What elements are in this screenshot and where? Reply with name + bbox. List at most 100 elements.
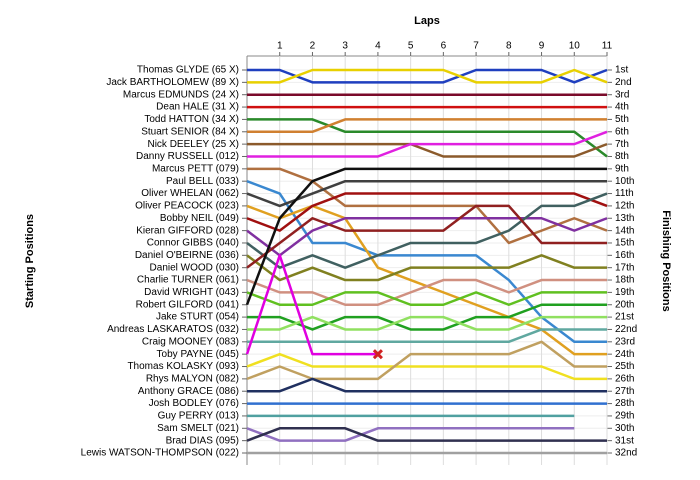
y2-tick-label: 4th bbox=[615, 102, 629, 113]
y2-tick-label: 18th bbox=[615, 275, 634, 286]
y2-tick-label: 28th bbox=[615, 398, 634, 409]
y2-tick-label: 10th bbox=[615, 176, 634, 187]
legend-label: Dean HALE (31 X) bbox=[156, 102, 239, 113]
driver-line bbox=[247, 118, 608, 158]
driver-line bbox=[246, 254, 607, 282]
legend-label: Stuart SENIOR (84 X) bbox=[141, 126, 239, 137]
x-tick-label: 1 bbox=[277, 41, 283, 52]
y2-tick-label: 12th bbox=[615, 201, 634, 212]
y2-tick-label: 1st bbox=[615, 65, 629, 76]
driver-line bbox=[246, 291, 607, 306]
driver-line bbox=[247, 328, 607, 344]
legend-label: Toby PAYNE (045) bbox=[157, 349, 239, 360]
y2-tick-label: 23rd bbox=[615, 336, 635, 347]
y2-tick-label: 32nd bbox=[615, 448, 637, 459]
driver-line bbox=[246, 352, 607, 381]
x-tick-label: 11 bbox=[602, 41, 613, 52]
y2-tick-label: 13th bbox=[615, 213, 634, 224]
y2-tick-label: 9th bbox=[615, 163, 629, 174]
y2-tick-label: 30th bbox=[615, 423, 634, 434]
driver-line bbox=[247, 142, 608, 158]
x-tick-label: 3 bbox=[342, 41, 348, 52]
y2-tick-label: 24th bbox=[615, 349, 634, 360]
legend-label: Lewis WATSON-THOMPSON (022) bbox=[81, 448, 239, 459]
legend-label: Oliver WHELAN (062) bbox=[141, 188, 239, 199]
legend-label: Charlie TURNER (061) bbox=[137, 275, 239, 286]
legend-label: Daniel WOOD (030) bbox=[150, 262, 239, 273]
legend-label: Jack BARTHOLOMEW (89 X) bbox=[106, 77, 239, 88]
y2-tick-label: 3rd bbox=[615, 89, 629, 100]
driver-line bbox=[246, 192, 608, 269]
legend-label: Oliver PEACOCK (023) bbox=[135, 201, 239, 212]
legend-label: Thomas KOLASKY (093) bbox=[127, 361, 239, 372]
x-tick-label: 5 bbox=[408, 41, 414, 52]
driver-line bbox=[246, 179, 607, 208]
driver-line bbox=[245, 254, 378, 356]
driver-line bbox=[245, 167, 607, 306]
y2-axis-label: Finishing Positions bbox=[660, 210, 672, 311]
legend-label: Todd HATTON (34 X) bbox=[144, 114, 239, 125]
chart-title: Laps bbox=[414, 15, 440, 27]
legend-label: Sam SMELT (021) bbox=[157, 423, 239, 434]
y2-tick-label: 7th bbox=[615, 139, 629, 150]
driver-line bbox=[247, 130, 608, 158]
y2-tick-label: 20th bbox=[615, 299, 634, 310]
y2-tick-label: 2nd bbox=[615, 77, 632, 88]
legend-label: Paul BELL (033) bbox=[166, 176, 239, 187]
legend-label: Connor GIBBS (040) bbox=[147, 238, 239, 249]
y2-tick-label: 22nd bbox=[615, 324, 637, 335]
legend-label: David WRIGHT (043) bbox=[144, 287, 239, 298]
legend-label: Daniel O'BEIRNE (036) bbox=[135, 250, 239, 261]
y2-tick-label: 6th bbox=[615, 126, 629, 137]
x-tick-label: 8 bbox=[506, 41, 512, 52]
y2-tick-label: 27th bbox=[615, 386, 634, 397]
legend-label: Thomas GLYDE (65 X) bbox=[137, 65, 239, 76]
y2-tick-label: 29th bbox=[615, 411, 634, 422]
driver-line bbox=[247, 68, 608, 84]
y2-tick-label: 25th bbox=[615, 361, 634, 372]
legend-label: Josh BODLEY (076) bbox=[149, 398, 239, 409]
driver-line bbox=[246, 278, 607, 306]
y2-tick-label: 15th bbox=[615, 238, 634, 249]
legend-label: Nick DEELEY (25 X) bbox=[147, 139, 239, 150]
x-tick-label: 10 bbox=[569, 41, 581, 52]
y2-tick-label: 11th bbox=[615, 188, 634, 199]
driver-line bbox=[246, 427, 575, 442]
legend-label: Guy PERRY (013) bbox=[158, 411, 239, 422]
driver-line bbox=[247, 315, 607, 331]
legend-label: Marcus PETT (079) bbox=[152, 163, 239, 174]
y2-tick-label: 21st bbox=[615, 312, 634, 323]
y2-tick-label: 8th bbox=[615, 151, 629, 162]
retired-marker-cross bbox=[372, 349, 383, 360]
y2-tick-label: 16th bbox=[615, 250, 634, 261]
legend-label: Danny RUSSELL (012) bbox=[136, 151, 239, 162]
legend-label: Robert GILFORD (041) bbox=[136, 299, 239, 310]
driver-line bbox=[247, 377, 607, 393]
y2-tick-label: 31st bbox=[615, 435, 634, 446]
legend-label: Marcus EDMUNDS (24 X) bbox=[123, 89, 239, 100]
x-tick-label: 6 bbox=[441, 41, 447, 52]
driver-line bbox=[247, 68, 608, 84]
legend-label: Rhys MALYON (082) bbox=[146, 374, 239, 385]
legend-label: Anthony GRACE (086) bbox=[138, 386, 239, 397]
legend-label: Kieran GIFFORD (028) bbox=[136, 225, 239, 236]
driver-line bbox=[246, 427, 607, 442]
retired-marker bbox=[372, 349, 383, 360]
x-tick-label: 4 bbox=[375, 41, 381, 52]
legend-label: Andreas LASKARATOS (032) bbox=[107, 324, 239, 335]
driver-line bbox=[247, 303, 607, 331]
y2-tick-label: 5th bbox=[615, 114, 629, 125]
driver-line bbox=[246, 217, 608, 257]
legend-label: Brad DIAS (095) bbox=[166, 435, 239, 446]
driver-line bbox=[247, 118, 607, 134]
legend-label: Bobby NEIL (049) bbox=[160, 213, 239, 224]
driver-line bbox=[246, 340, 607, 381]
y2-tick-label: 17th bbox=[615, 262, 634, 273]
legend-label: Jake STURT (054) bbox=[156, 312, 239, 323]
y2-tick-label: 19th bbox=[615, 287, 634, 298]
y2-tick-label: 14th bbox=[615, 225, 634, 236]
y2-tick-label: 26th bbox=[615, 374, 634, 385]
x-tick-label: 2 bbox=[310, 41, 316, 52]
x-tick-label: 9 bbox=[539, 41, 545, 52]
